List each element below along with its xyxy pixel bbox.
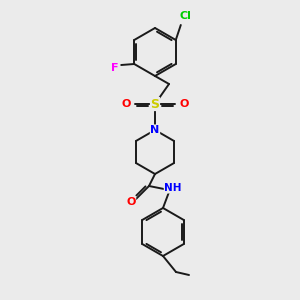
Text: O: O — [179, 99, 189, 109]
Text: S: S — [151, 98, 160, 110]
Text: NH: NH — [164, 183, 182, 193]
Text: N: N — [150, 125, 160, 135]
Text: O: O — [126, 197, 136, 207]
Text: O: O — [121, 99, 131, 109]
Text: Cl: Cl — [180, 11, 192, 21]
Text: F: F — [112, 63, 119, 73]
